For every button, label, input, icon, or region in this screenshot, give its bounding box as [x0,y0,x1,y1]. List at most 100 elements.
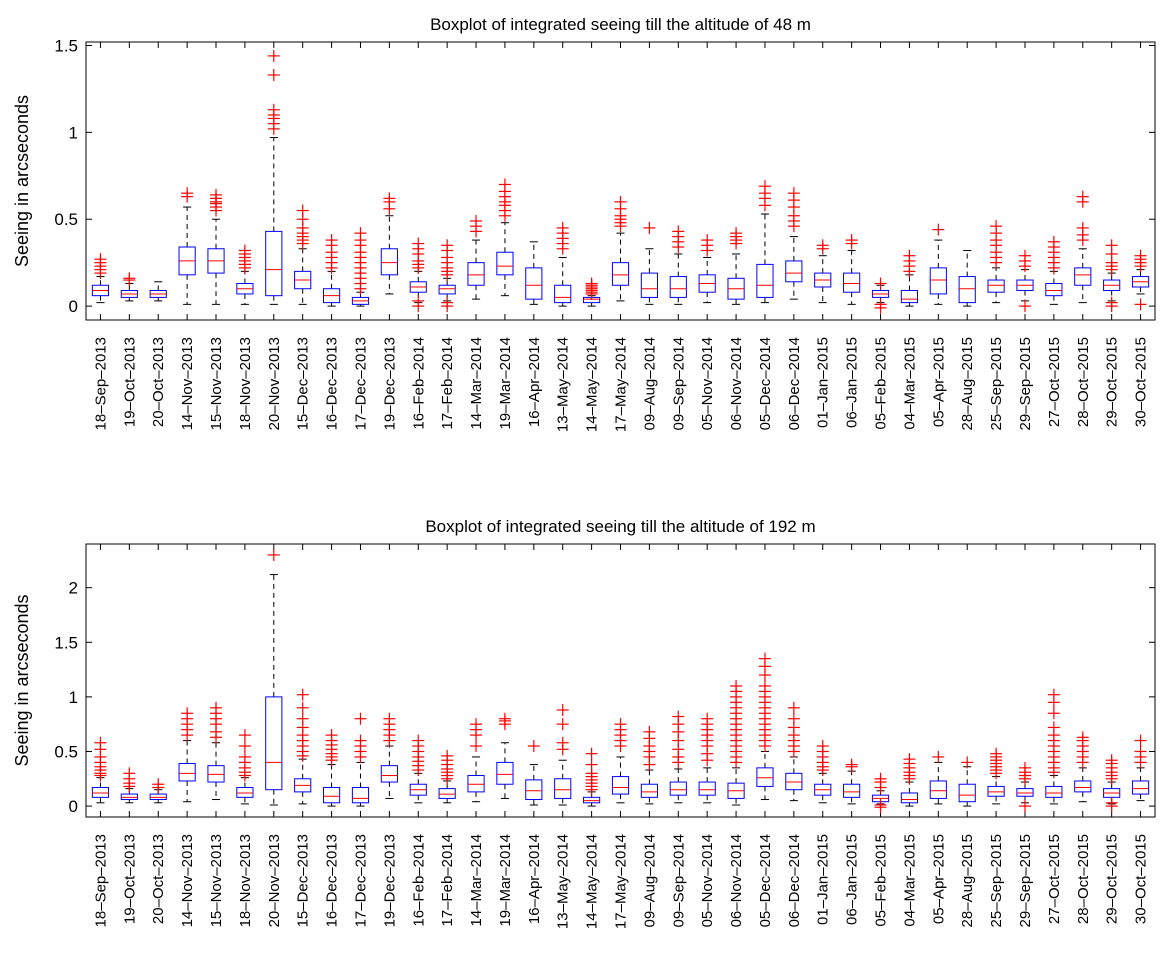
x-tick-label: 14–Mar–2014 [468,337,485,430]
outlier-marker [412,294,425,307]
outlier-marker [787,712,800,725]
box-7 [265,548,283,806]
x-tick-label: 04–Mar–2015 [901,337,918,430]
box-iqr [756,263,774,298]
x-tick-label: 20–Oct–2013 [150,337,167,427]
x-tick-label: 05–Nov–2014 [699,337,716,430]
outlier-marker [1047,688,1060,701]
outlier-marker [932,223,945,236]
outlier-marker [498,178,511,191]
box-iqr [554,778,572,799]
box-8 [294,688,312,805]
box-iqr [611,262,630,286]
outlier-marker [903,753,916,766]
box-15 [496,178,514,297]
box-22 [698,234,716,304]
box-iqr [698,781,716,796]
outlier-marker [412,237,425,250]
outlier-marker [1105,754,1118,767]
box-11 [380,192,398,295]
x-tick-label: 27–Oct–2015 [1046,834,1063,924]
y-tick-label: 0 [69,797,78,816]
box-iqr [929,780,947,799]
outlier-marker [701,712,714,725]
outlier-marker [181,187,194,200]
x-tick-label: 17–Dec–2013 [352,337,369,430]
outlier-marker [412,734,425,747]
x-tick-label: 14–Mar–2014 [468,834,485,927]
box-20 [640,725,658,805]
boxplot-panel-1: Boxplot of integrated seeing till the al… [12,15,1156,432]
box-iqr [640,783,658,798]
box-iqr [525,779,543,801]
x-tick-label: 28–Oct–2015 [1075,337,1092,427]
outlier-marker [1134,745,1147,758]
outlier-marker [441,749,454,762]
outlier-marker [672,225,685,238]
box-1 [91,253,110,304]
box-16 [525,740,543,806]
box-17 [554,703,572,806]
x-tick-label: 19–Mar–2014 [497,337,514,430]
box-31 [958,250,976,307]
box-iqr [843,783,861,798]
outlier-marker [296,712,309,725]
box-19 [611,718,630,804]
outlier-marker [874,772,887,785]
box-iqr [900,792,919,804]
box-27 [843,758,861,805]
outlier-marker [152,778,165,791]
box-12 [409,237,427,313]
box-iqr [929,267,947,295]
outlier-marker [556,703,569,716]
outlier-marker [556,736,569,749]
box-iqr [1074,267,1092,286]
x-tick-label: 15–Nov–2013 [208,337,225,430]
outlier-marker [238,244,251,257]
outlier-marker [267,103,280,116]
chart-title: Boxplot of integrated seeing till the al… [425,517,815,536]
box-34 [1045,688,1063,805]
outlier-marker [470,740,483,753]
box-30 [929,223,947,305]
box-1 [91,736,110,804]
x-tick-label: 06–Dec–2014 [786,337,803,430]
outlier-marker [1047,721,1060,734]
box-29 [900,249,919,307]
outlier-marker [296,204,309,217]
box-11 [380,712,398,799]
box-iqr [351,787,370,804]
box-33 [1016,249,1034,313]
outlier-marker [383,192,396,205]
x-tick-label: 27–Oct–2015 [1046,337,1063,427]
outlier-marker [990,220,1003,233]
outlier-marker [787,701,800,714]
chart-title: Boxplot of integrated seeing till the al… [430,15,811,34]
x-tick-label: 30–Oct–2015 [1133,337,1150,427]
box-iqr [265,696,283,791]
x-tick-label: 06–Jan–2015 [844,337,861,428]
box-iqr [496,251,514,276]
box-24 [756,652,774,801]
x-tick-label: 30–Oct–2015 [1133,834,1150,924]
outlier-marker [1018,249,1031,262]
box-5 [207,701,225,801]
x-tick-label: 15–Dec–2013 [295,834,312,927]
x-tick-label: 28–Aug–2015 [959,834,976,927]
box-32 [987,747,1005,805]
x-tick-label: 09–Sep–2014 [670,337,687,430]
box-iqr [525,267,543,300]
outlier-marker [94,736,107,749]
box-iqr [958,783,976,803]
x-tick-label: 19–Mar–2014 [497,834,514,927]
x-tick-label: 17–May–2014 [613,834,630,929]
x-tick-label: 16–Apr–2014 [526,834,543,924]
x-tick-label: 13–May–2014 [555,834,572,929]
x-tick-label: 18–Nov–2013 [237,834,254,927]
x-tick-label: 17–Feb–2014 [439,337,456,430]
box-37 [1131,249,1150,311]
outlier-marker [1047,235,1060,248]
box-iqr [207,765,225,783]
x-tick-label: 14–May–2014 [584,337,601,432]
outlier-marker [383,712,396,725]
